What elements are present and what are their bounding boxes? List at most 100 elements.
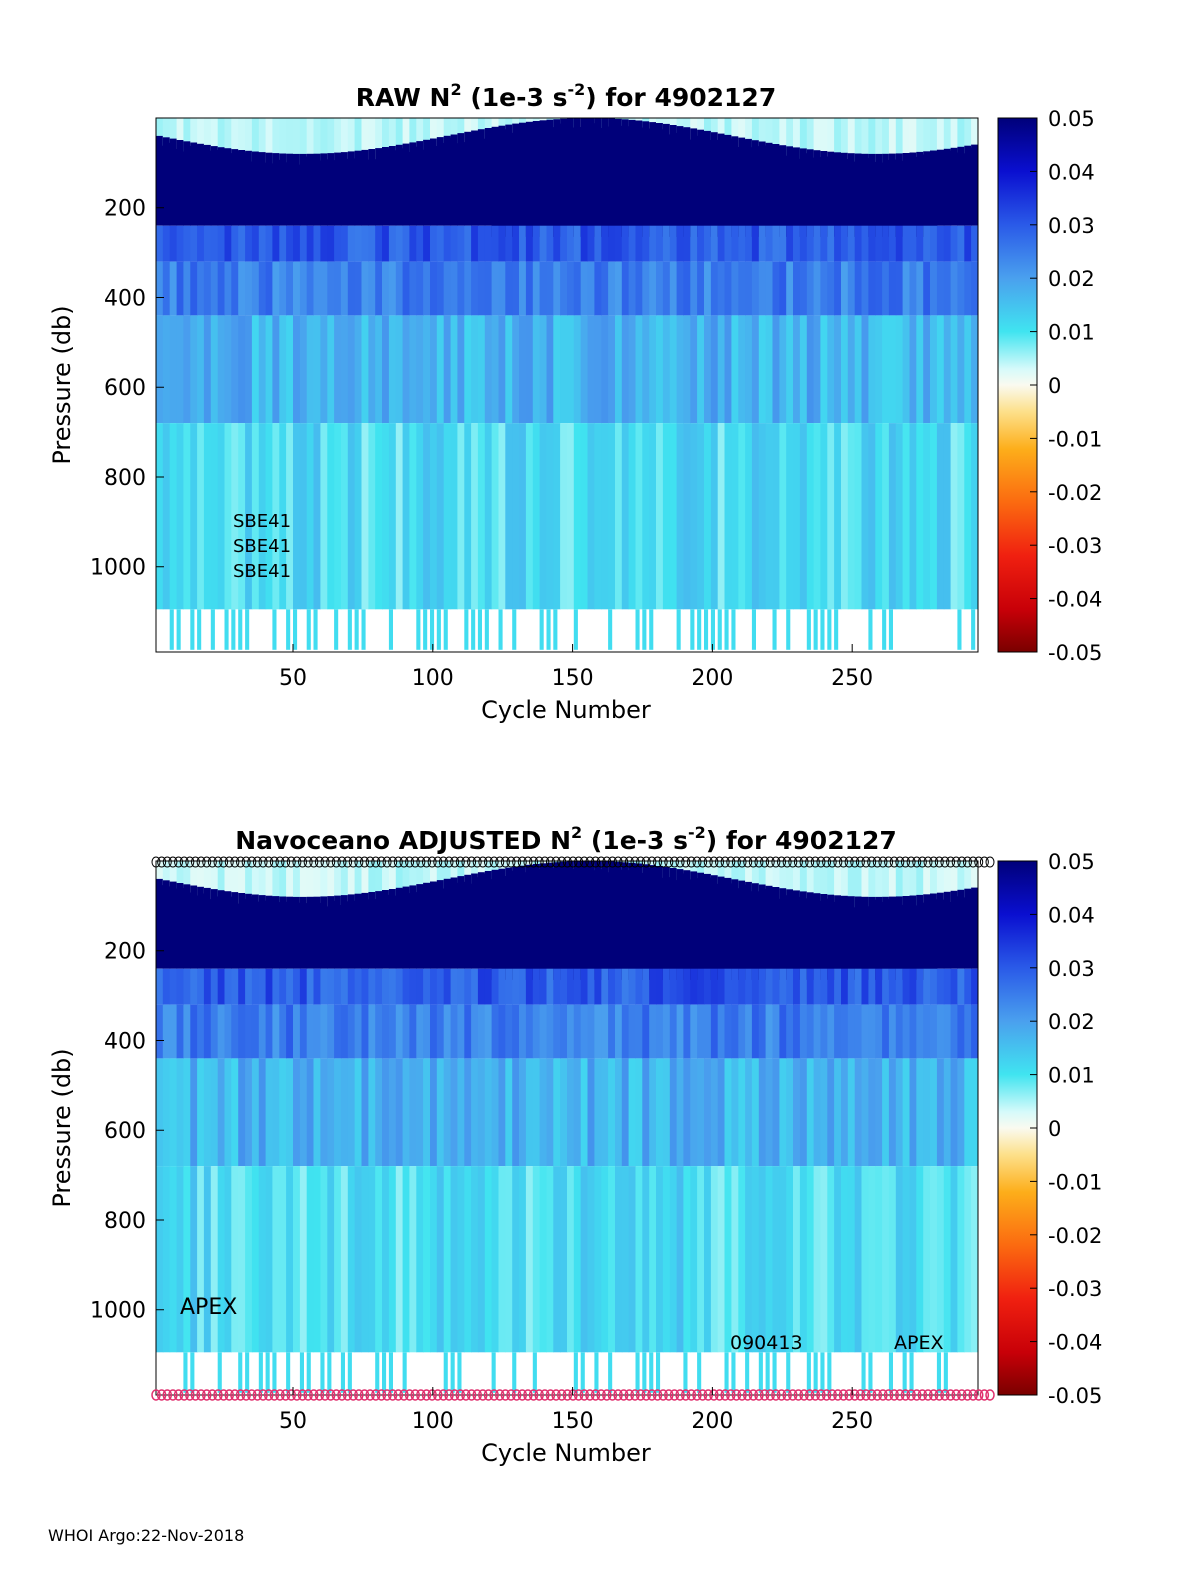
- qc-marker-bottom: [494, 1389, 505, 1401]
- qc-marker-bottom: [827, 1389, 837, 1401]
- qc-marker-top: [388, 856, 398, 868]
- heat-cell: [450, 315, 458, 424]
- heat-cell: [443, 1004, 452, 1059]
- colorbar-tick-label: -0.03: [1048, 1277, 1102, 1301]
- colorbar-tick-label: 0.03: [1048, 957, 1095, 981]
- heat-cell: [388, 315, 397, 424]
- heat-cell: [327, 315, 335, 424]
- heat-cell: [793, 315, 801, 424]
- heat-cell: [567, 225, 575, 262]
- heat-cell: [847, 118, 856, 159]
- heat-cell: [875, 315, 883, 424]
- heat-cell: [957, 889, 965, 969]
- heat-cell: [532, 118, 541, 122]
- heat-cell: [936, 892, 945, 969]
- heat-cell: [162, 315, 171, 424]
- heat-cell: [964, 888, 972, 969]
- heat-cell: [491, 126, 499, 237]
- qc-marker-top: [754, 856, 764, 868]
- heat-cell: [902, 118, 910, 161]
- qc-marker-bottom: [449, 1389, 460, 1401]
- heat-cell: [423, 315, 431, 424]
- heat-cell: [519, 968, 527, 1005]
- heat-cell: [443, 609, 448, 650]
- heat-cell: [327, 1058, 335, 1167]
- qc-marker-top: [438, 856, 448, 868]
- heat-cell: [580, 261, 589, 316]
- heat-cell: [245, 150, 253, 226]
- heat-cell: [320, 896, 328, 969]
- heat-cell: [299, 1352, 304, 1393]
- qc-marker-bottom: [810, 1389, 821, 1401]
- qc-marker-bottom: [416, 1389, 426, 1401]
- heat-cell: [882, 1058, 890, 1167]
- qc-marker-bottom: [489, 1389, 499, 1401]
- heat-cell: [909, 1058, 917, 1167]
- heat-cell: [313, 1166, 321, 1353]
- heat-cell: [423, 609, 428, 650]
- heat-cell: [238, 261, 246, 316]
- heat-cell: [745, 261, 753, 316]
- heat-cell: [334, 1004, 342, 1059]
- qc-marker-top: [320, 856, 330, 868]
- qc-marker-bottom: [934, 1389, 945, 1401]
- heat-cell: [923, 315, 931, 424]
- heat-cell: [950, 1058, 958, 1167]
- heat-cell: [827, 861, 835, 899]
- heat-cell: [231, 149, 239, 226]
- heat-cell: [293, 1004, 301, 1059]
- heat-cell: [587, 968, 595, 1005]
- heat-cell: [436, 261, 445, 316]
- heat-cell: [628, 862, 636, 980]
- heat-cell: [765, 861, 773, 889]
- heat-cell: [580, 423, 589, 610]
- heat-cell: [395, 261, 404, 316]
- heat-cell: [580, 1166, 589, 1353]
- heat-cell: [162, 968, 171, 1005]
- heat-cell: [450, 134, 458, 226]
- heat-cell: [176, 261, 184, 316]
- heat-cell: [245, 893, 253, 969]
- heat-cell: [895, 423, 904, 610]
- heat-cell: [203, 887, 212, 969]
- heat-cell: [854, 225, 863, 262]
- heat-cell: [354, 968, 362, 1005]
- qc-marker-bottom: [607, 1389, 618, 1401]
- heat-cell: [532, 968, 541, 1005]
- heat-cell: [847, 423, 856, 610]
- heat-cell: [573, 315, 582, 424]
- heat-cell: [888, 315, 897, 424]
- heat-cell: [628, 423, 636, 610]
- heat-cell: [190, 118, 198, 146]
- heat-cell: [854, 1004, 863, 1059]
- heat-cell: [834, 152, 842, 237]
- qc-marker-top: [455, 856, 465, 868]
- heat-cell: [649, 423, 657, 610]
- heat-cell: [388, 1004, 397, 1059]
- heat-cell: [265, 895, 273, 969]
- qc-marker-bottom: [911, 1389, 922, 1401]
- heat-cell: [354, 609, 359, 650]
- heat-cell: [854, 968, 863, 1005]
- heat-cell: [471, 261, 479, 316]
- heat-cell: [402, 968, 410, 1005]
- heat-cell: [827, 423, 835, 610]
- heat-cell: [436, 861, 445, 883]
- heat-cell: [293, 118, 301, 156]
- heat-cell: [484, 315, 493, 424]
- heat-cell: [190, 225, 198, 262]
- qc-marker-top: [884, 856, 894, 868]
- heat-cell: [436, 1058, 445, 1167]
- qc-marker-bottom: [545, 1389, 556, 1401]
- heat-cell: [669, 1004, 678, 1059]
- heat-cell: [930, 968, 938, 1005]
- heat-cell: [580, 861, 589, 980]
- heat-cell: [669, 1166, 678, 1353]
- heat-cell: [217, 315, 226, 424]
- qc-marker-bottom: [201, 1389, 212, 1401]
- heat-cell: [697, 1166, 705, 1353]
- heat-cell: [806, 1166, 815, 1353]
- heat-cell: [930, 893, 938, 980]
- heat-cell: [464, 1004, 472, 1059]
- heat-cell: [320, 153, 328, 226]
